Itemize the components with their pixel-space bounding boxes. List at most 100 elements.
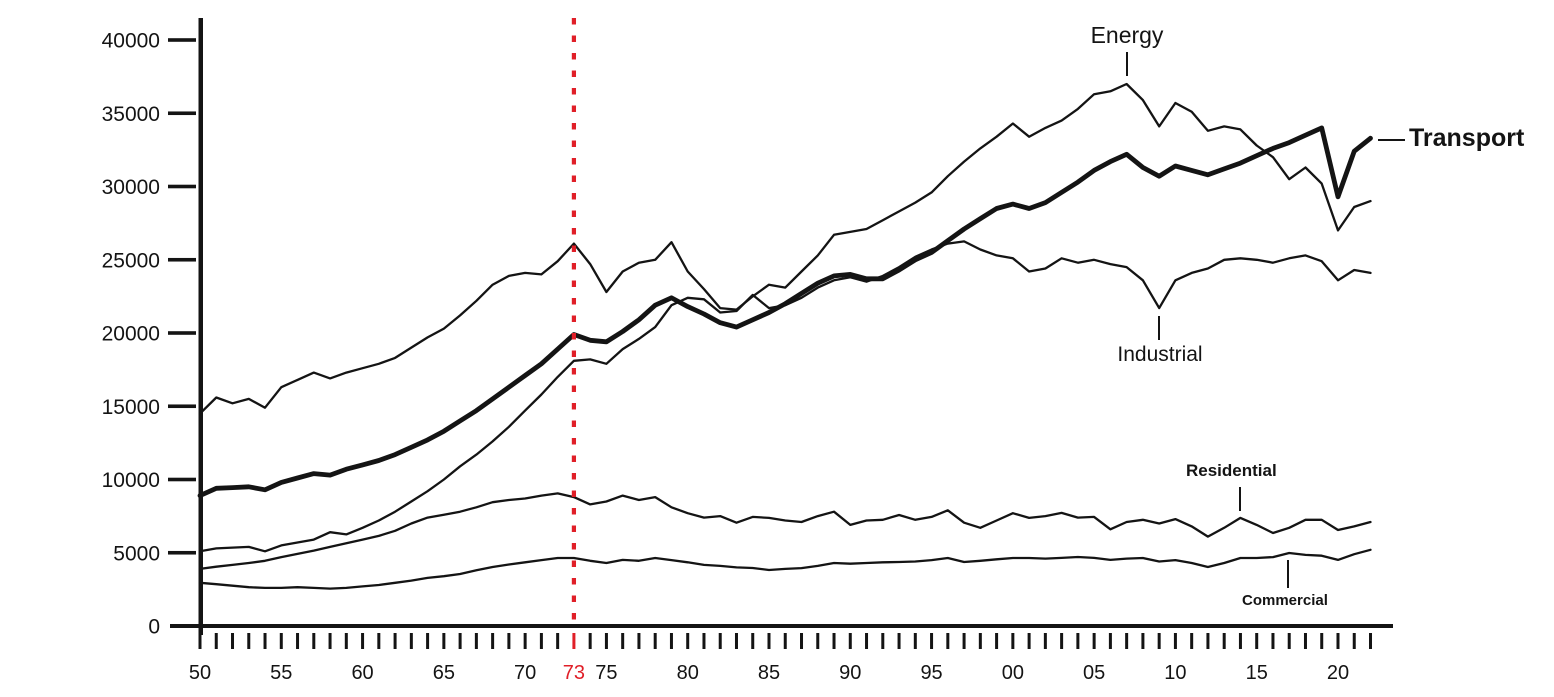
x-tick <box>442 633 446 649</box>
y-tick <box>168 331 196 335</box>
x-tick-label-50: 50 <box>189 662 211 684</box>
x-tick <box>198 633 202 649</box>
y-axis-line <box>198 18 203 635</box>
x-tick <box>848 633 852 649</box>
x-tick <box>1206 633 1210 649</box>
x-tick <box>1271 633 1275 649</box>
x-tick-label-95: 95 <box>920 662 942 684</box>
x-tick <box>1043 633 1047 649</box>
x-tick <box>718 633 722 649</box>
x-tick <box>881 633 885 649</box>
y-tick-label: 30000 <box>102 176 160 199</box>
energy-leader-line <box>1126 52 1128 76</box>
x-tick <box>507 633 511 649</box>
x-tick <box>621 633 625 649</box>
x-tick <box>588 633 592 649</box>
x-tick-label-60: 60 <box>351 662 373 684</box>
x-tick <box>1076 633 1080 649</box>
x-tick <box>426 633 430 649</box>
x-tick-label-20: 20 <box>1327 662 1349 684</box>
x-tick-label-15: 15 <box>1246 662 1268 684</box>
x-tick <box>1141 633 1145 649</box>
x-tick-1973-highlight <box>572 633 576 649</box>
x-tick <box>702 633 706 649</box>
x-tick <box>344 633 348 649</box>
x-tick <box>1190 633 1194 649</box>
y-tick <box>168 477 196 482</box>
x-tick <box>604 633 608 649</box>
y-tick-label: 40000 <box>102 30 160 53</box>
residential-leader-line <box>1239 487 1241 511</box>
x-tick <box>279 633 283 649</box>
x-tick-label-05: 05 <box>1083 662 1105 684</box>
x-tick <box>751 633 755 649</box>
x-tick <box>263 633 267 649</box>
y-tick <box>168 404 196 409</box>
y-tick <box>168 38 196 42</box>
series-label-energy: Energy <box>1090 22 1164 48</box>
x-tick-label-85: 85 <box>758 662 780 684</box>
y-tick <box>168 257 196 262</box>
x-tick <box>962 633 966 649</box>
x-tick-label-70: 70 <box>514 662 536 684</box>
x-tick <box>653 633 657 649</box>
x-tick-label-75: 75 <box>595 662 617 684</box>
x-tick <box>816 633 820 649</box>
transport-leader-line <box>1378 139 1405 141</box>
transport-line <box>197 125 1373 499</box>
x-tick <box>1125 633 1129 649</box>
x-tick-label-10: 10 <box>1164 662 1186 684</box>
x-tick <box>377 633 381 649</box>
x-tick <box>946 633 950 649</box>
y-tick <box>168 550 196 555</box>
x-tick <box>328 633 332 649</box>
x-tick <box>1303 633 1307 649</box>
x-tick <box>669 633 673 649</box>
x-tick <box>312 633 316 649</box>
x-tick <box>1287 633 1291 649</box>
x-tick <box>767 633 771 649</box>
x-tick <box>556 633 560 649</box>
x-tick-label-80: 80 <box>677 662 699 684</box>
x-tick <box>1336 633 1340 649</box>
y-tick-label: 15000 <box>102 396 160 419</box>
x-tick <box>523 633 527 649</box>
series-label-commercial: Commercial <box>1242 592 1328 609</box>
x-tick-label-55: 55 <box>270 662 292 684</box>
x-tick <box>231 633 235 649</box>
x-tick <box>458 633 462 649</box>
x-tick <box>361 633 365 649</box>
y-tick-label: 35000 <box>102 103 160 126</box>
x-tick <box>1369 633 1373 649</box>
x-tick <box>865 633 869 649</box>
energy-line <box>198 82 1372 415</box>
x-tick <box>637 633 641 649</box>
x-tick <box>474 633 478 649</box>
x-tick <box>800 633 804 649</box>
y-tick-label: 5000 <box>113 542 160 565</box>
x-tick <box>1092 633 1096 649</box>
x-tick-label-00: 00 <box>1002 662 1024 684</box>
x-tick <box>1352 633 1356 649</box>
x-tick <box>897 633 901 649</box>
x-tick <box>978 633 982 649</box>
x-axis-line <box>170 624 1393 628</box>
x-tick-label-90: 90 <box>839 662 861 684</box>
x-tick-label-73: 73 <box>563 662 585 684</box>
x-tick <box>1238 633 1242 649</box>
x-tick <box>1027 633 1031 649</box>
x-tick <box>1255 633 1259 649</box>
x-tick <box>832 633 836 649</box>
x-tick <box>1173 633 1177 649</box>
x-tick <box>686 633 690 649</box>
x-tick <box>734 633 738 649</box>
y-tick-label: 0 <box>148 616 160 639</box>
y-tick <box>168 111 196 116</box>
x-tick <box>247 633 251 649</box>
x-tick <box>930 633 934 649</box>
x-tick <box>913 633 917 649</box>
x-tick <box>995 633 999 649</box>
commercial-leader-line <box>1287 560 1289 588</box>
